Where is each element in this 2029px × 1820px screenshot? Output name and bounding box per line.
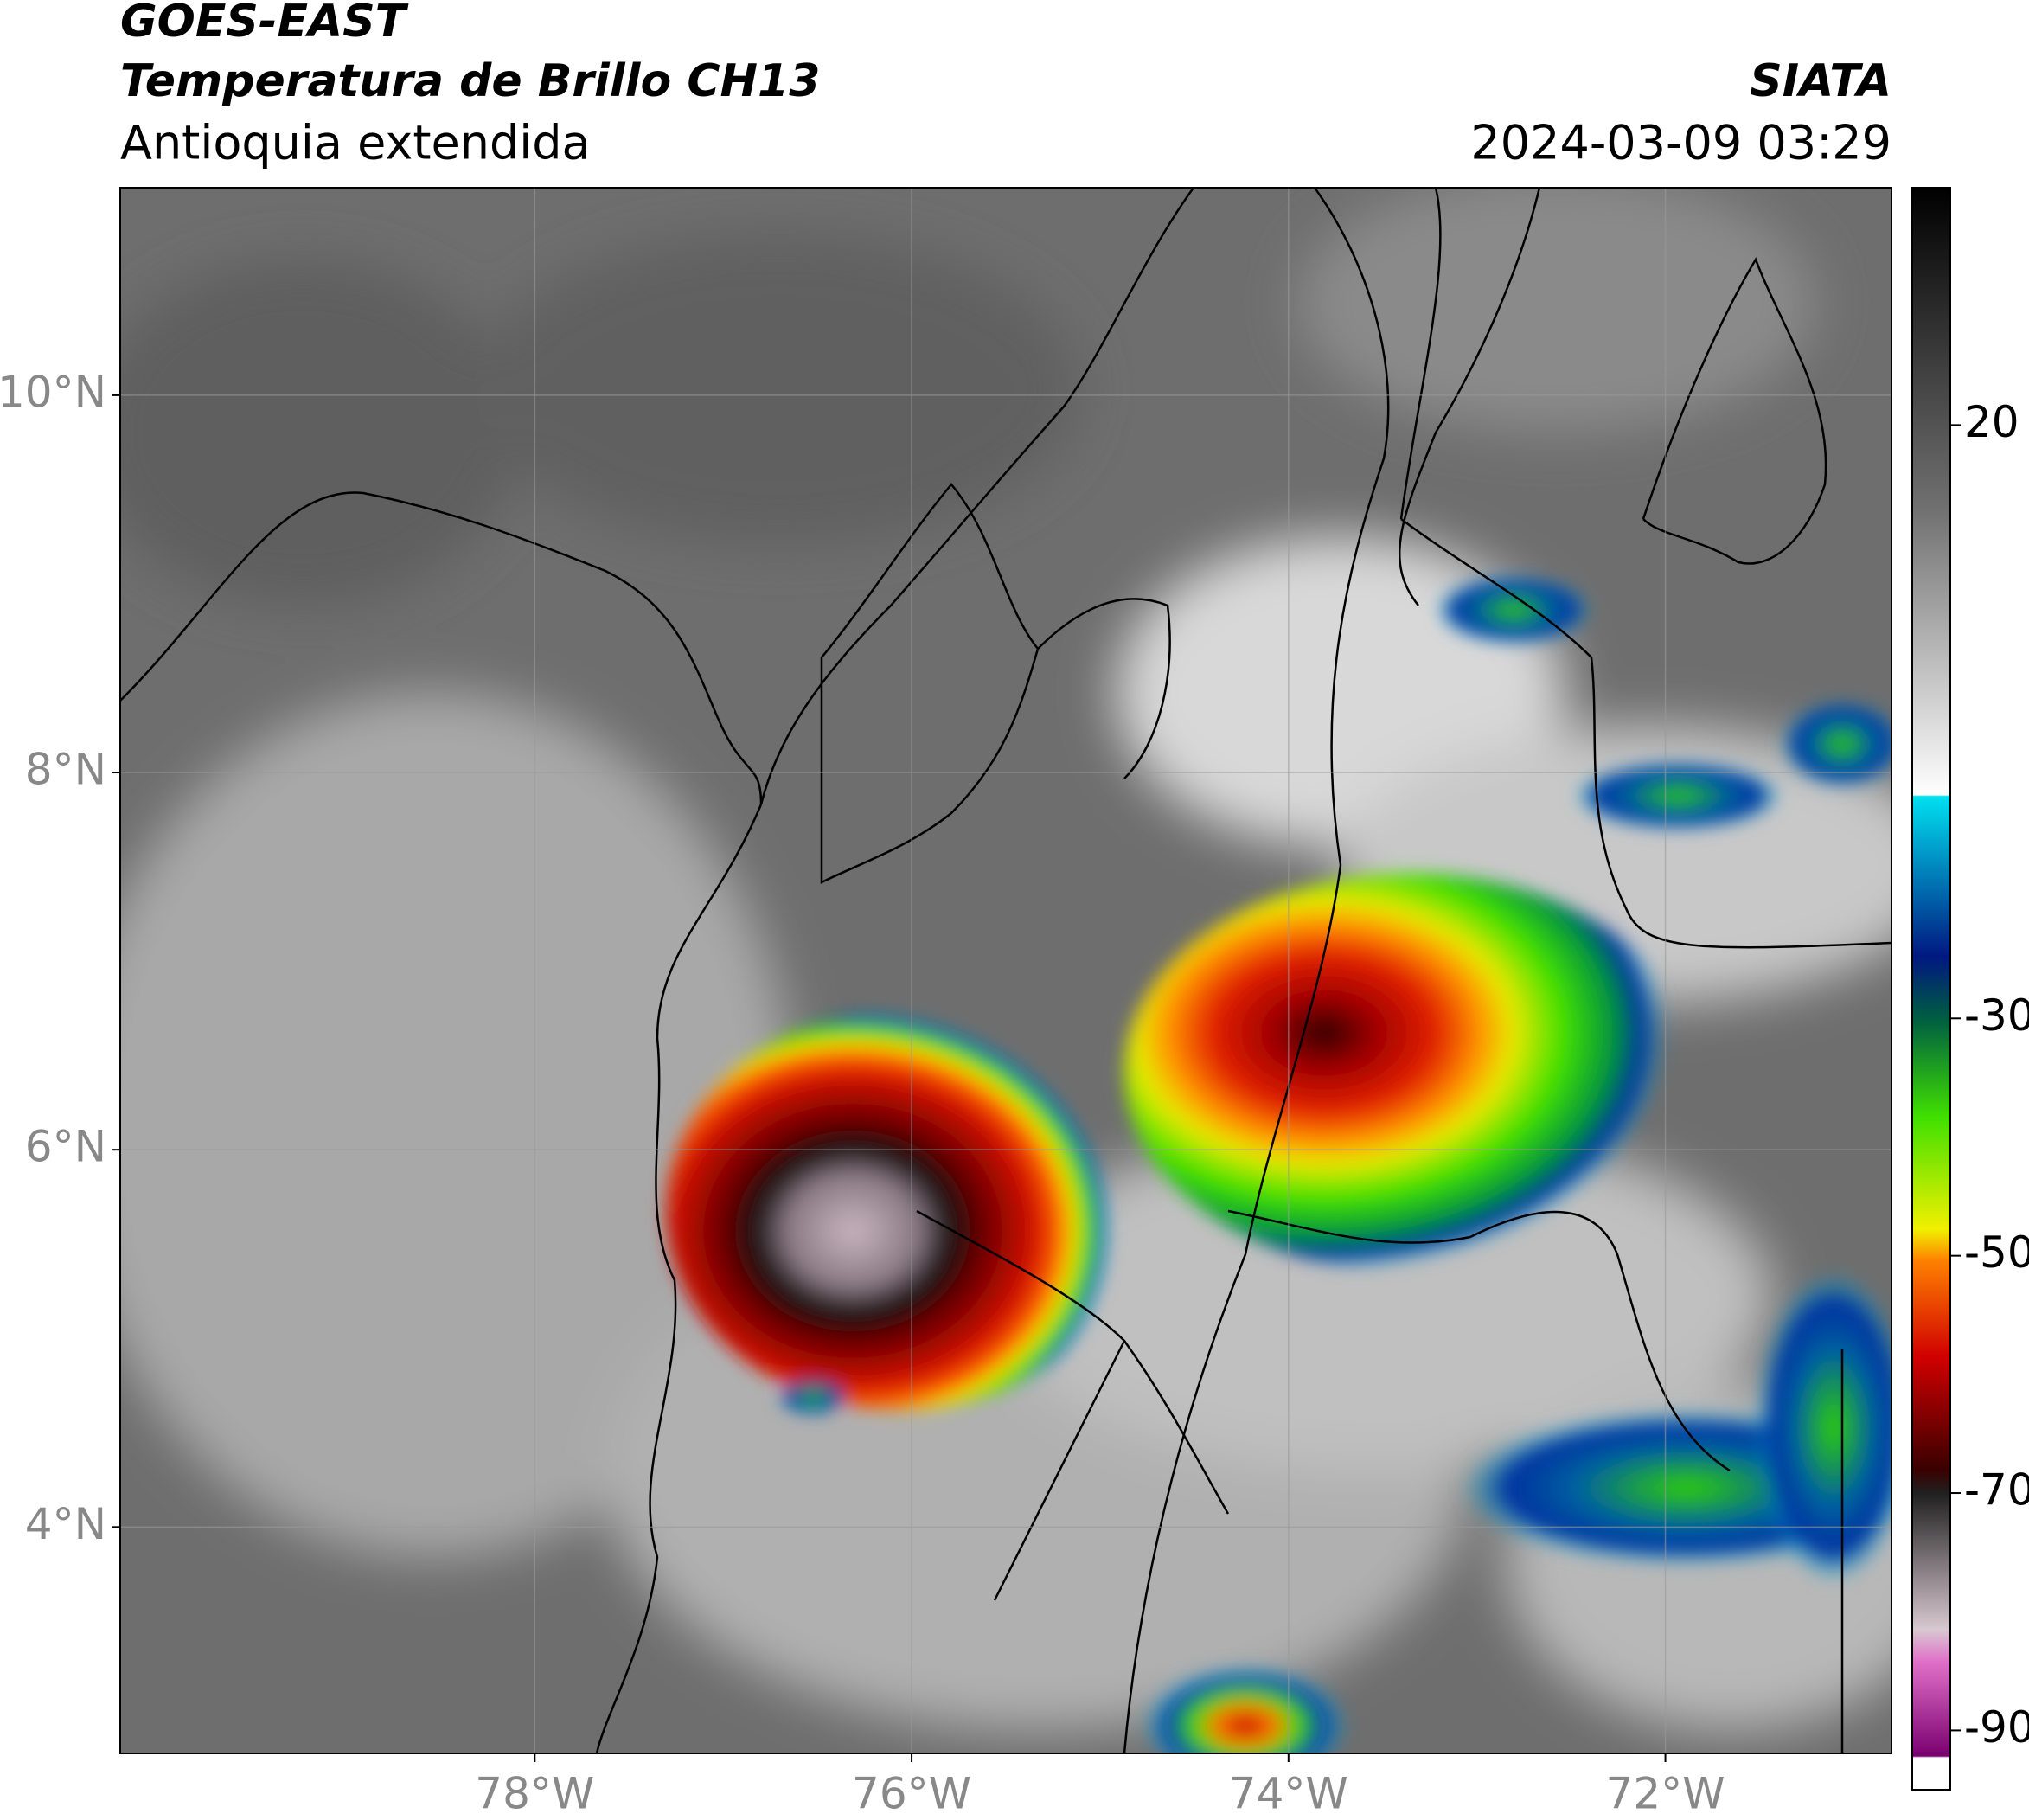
- border: [1037, 598, 1171, 779]
- colorbar: [1911, 187, 1951, 1791]
- border: [1123, 188, 1390, 1753]
- x-tick-label: 78°W: [475, 1769, 594, 1817]
- y-tick-label: 4°N: [25, 1499, 106, 1549]
- x-tick-label: 72°W: [1606, 1769, 1725, 1817]
- title: GOES-EAST: [120, 0, 409, 48]
- x-tick-label: 74°W: [1229, 1769, 1348, 1817]
- source: SIATA: [1750, 55, 1891, 107]
- colorbar-tick-label: -70: [1964, 1465, 2029, 1516]
- border: [1398, 188, 1541, 606]
- timestamp: 2024-03-09 03:29: [1470, 116, 1891, 170]
- coastline: [120, 491, 763, 805]
- colorbar-tick-label: -30: [1964, 990, 2029, 1041]
- y-tick-label: 10°N: [0, 367, 106, 417]
- region: Antioquia extendida: [120, 116, 591, 170]
- border: [1399, 188, 1891, 949]
- colorbar-tick-label: -90: [1964, 1702, 2029, 1753]
- coastline: [1642, 257, 1827, 565]
- storms: [666, 575, 1891, 1753]
- borders: [120, 188, 1891, 1753]
- subtitle: Temperatura de Brillo CH13: [120, 55, 820, 107]
- y-tick-label: 8°N: [25, 745, 106, 795]
- map: [120, 188, 1891, 1753]
- map-frame: [119, 187, 1892, 1754]
- colorbar-tick-label: -50: [1964, 1227, 2029, 1278]
- coastline: [595, 804, 763, 1753]
- colorbar-tick-label: 20: [1964, 397, 2019, 447]
- coastline: [759, 188, 1195, 805]
- grid: [120, 188, 1891, 1753]
- border: [1227, 1209, 1731, 1472]
- x-tick-label: 76°W: [852, 1769, 971, 1817]
- y-tick-label: 6°N: [25, 1122, 106, 1172]
- border: [916, 1209, 1230, 1601]
